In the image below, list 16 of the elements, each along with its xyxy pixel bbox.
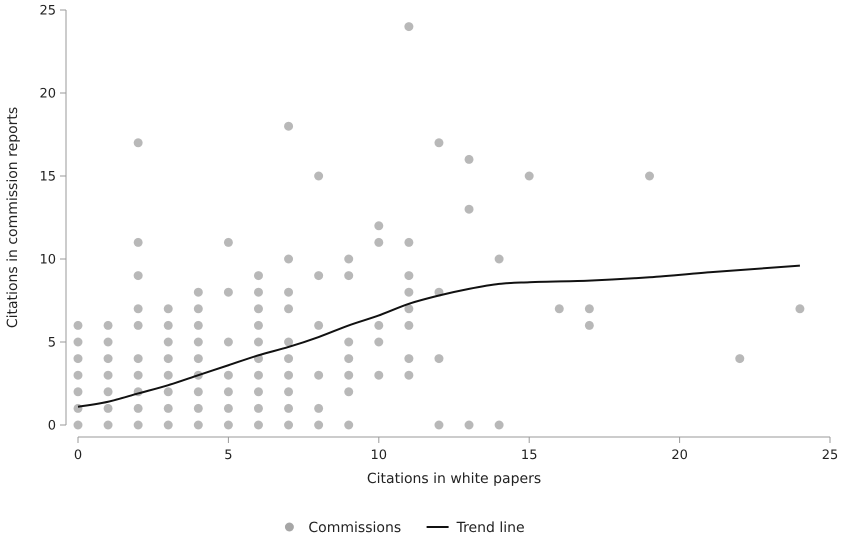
y-tick-label: 0 (48, 418, 56, 434)
x-tick-label: 20 (671, 448, 688, 463)
x-tick-label: 5 (224, 448, 233, 463)
legend-label: Commissions (308, 520, 402, 536)
y-tick-label: 25 (39, 4, 56, 19)
x-tick-label: 10 (370, 448, 388, 463)
x-axis-title: Citations in white papers (366, 471, 542, 487)
x-tick-label: 0 (74, 448, 82, 463)
y-tick-label: 5 (48, 336, 56, 351)
y-tick-label: 15 (39, 170, 56, 185)
y-tick-label: 20 (39, 86, 56, 102)
x-tick-label: 25 (822, 448, 838, 463)
legend-label: Trend line (456, 520, 525, 536)
x-tick-label: 15 (520, 448, 538, 463)
y-axis-title: Citations in commission reports (5, 106, 21, 328)
y-tick-label: 10 (39, 252, 56, 268)
